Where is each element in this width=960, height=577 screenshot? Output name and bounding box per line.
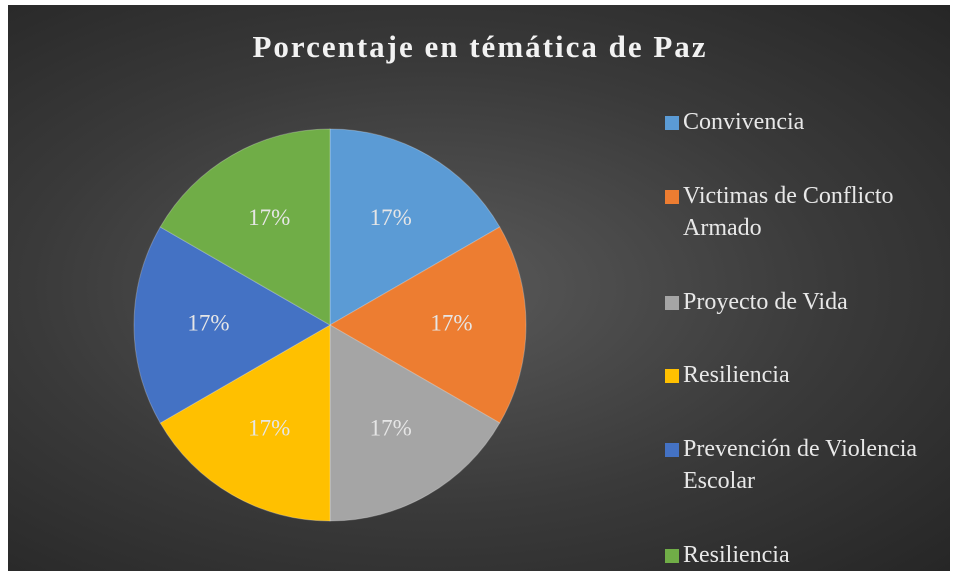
data-label: 17% [187,310,229,335]
legend-item: Resiliencia [665,539,950,571]
legend-swatch [665,548,679,563]
legend-label: Resiliencia [683,362,790,389]
pie-slice [133,226,332,424]
legend-label: Proyecto de Vida [683,288,848,315]
data-label: 17% [248,205,290,230]
data-label: 17% [370,205,412,230]
legend-label: Resiliencia [683,541,790,568]
chart-title: Porcentaje en témática de Paz [252,29,707,64]
pie-slice [329,324,501,522]
legend-item: Prevención de Violencia Escolar [665,433,950,497]
data-label: 17% [430,310,472,335]
data-label: 17% [370,416,412,441]
legend-swatch [665,443,679,458]
legend-item: Victimas de Conflicto Armado [665,180,950,244]
legend-item: Resiliencia [665,359,950,391]
legend-label: Victimas de Conflicto Armado [683,182,894,241]
legend-swatch [665,189,679,204]
legend-swatch [665,116,679,130]
legend-label: Convivencia [683,109,805,135]
data-label: 17% [248,416,290,441]
legend-item: Proyecto de Vida [665,286,950,318]
legend-item: Convivencia [665,106,950,138]
legend: Convivencia Victimas de Conflicto Armado P… [665,106,950,571]
legend-label: Prevención de Violencia Escolar [683,436,918,495]
pie-slice [159,324,331,522]
pie-slice [329,128,501,326]
legend-swatch [665,369,679,384]
pie-slice [328,226,527,424]
legend-swatch [665,295,679,310]
pie-slice [159,128,331,326]
